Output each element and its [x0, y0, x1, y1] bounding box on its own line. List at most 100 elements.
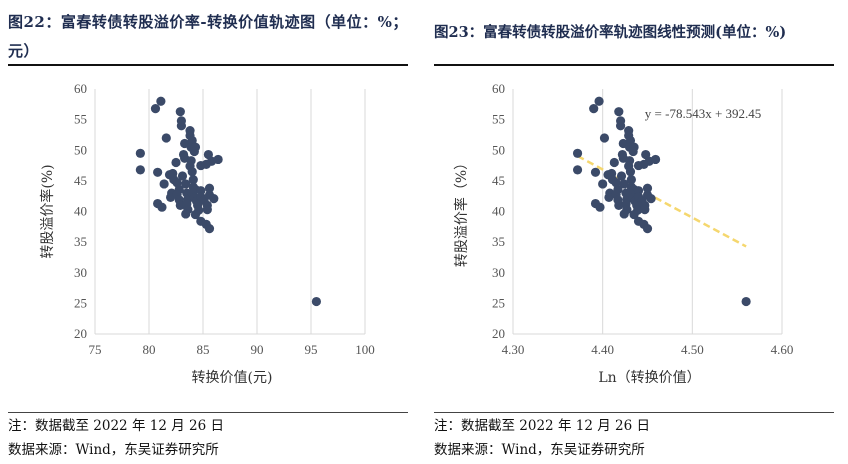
data-point — [168, 168, 178, 179]
y-tick-label: 60 — [74, 81, 87, 96]
x-tick-label: 4.30 — [502, 342, 525, 357]
data-point — [616, 171, 627, 181]
x-tick-label: 85 — [197, 342, 210, 357]
data-point — [187, 167, 197, 177]
figure-22-note: 注：数据截至 2022 年 12 月 26 日 — [8, 418, 224, 434]
y-tick-label: 20 — [492, 326, 505, 341]
data-point — [159, 179, 169, 189]
y-axis-title: 转股溢价率(%) — [39, 164, 56, 258]
data-point — [625, 135, 636, 146]
y-tick-label: 50 — [74, 142, 87, 157]
x-tick-label: 4.40 — [591, 342, 614, 357]
data-point — [176, 116, 186, 126]
data-point — [135, 148, 145, 158]
data-point — [641, 149, 651, 160]
data-point — [157, 202, 167, 212]
x-tick-label: 75 — [89, 342, 102, 357]
figure-23-panel: 图23：富春转债转股溢价率轨迹图线性预测(单位：%) 4.30 4.40 4.50 4… — [426, 0, 836, 464]
data-point — [181, 209, 191, 219]
title-rule — [434, 64, 834, 66]
data-point — [181, 179, 191, 189]
y-tick-label: 35 — [74, 234, 87, 249]
y-tick-label: 30 — [492, 265, 505, 280]
y-axis-title: 转股溢价率（%） — [453, 156, 470, 267]
figure-23-source: 数据来源：Wind，东吴证券研究所 — [434, 442, 645, 458]
y-tick-label: 35 — [492, 234, 505, 249]
data-point — [650, 154, 661, 165]
x-axis-title: 转换价值(元) — [192, 369, 273, 386]
x-tick-label: 95 — [305, 342, 318, 357]
data-point — [153, 167, 163, 177]
y-tick-label: 30 — [74, 265, 87, 280]
data-point — [209, 194, 219, 204]
y-tick-label: 45 — [492, 173, 505, 188]
y-tick-label: 40 — [492, 204, 505, 219]
data-point — [204, 224, 215, 234]
data-point — [204, 183, 215, 193]
figure-23-title: 图23：富春转债转股溢价率轨迹图线性预测(单位：%) — [434, 24, 787, 41]
data-point — [201, 159, 211, 169]
data-point — [150, 104, 161, 114]
x-tick-label: 4.50 — [681, 342, 704, 357]
data-point — [642, 183, 653, 193]
data-point — [609, 157, 619, 168]
data-point — [642, 224, 653, 234]
data-point — [572, 148, 583, 158]
data-point — [639, 159, 649, 169]
y-tick-label: 25 — [74, 295, 87, 310]
data-point — [572, 165, 583, 175]
data-point — [311, 296, 321, 307]
data-point — [599, 133, 610, 143]
y-tick-label: 55 — [492, 112, 505, 127]
data-point — [607, 168, 617, 179]
data-point — [619, 209, 629, 219]
trendline-equation: y = -78.543x + 392.45 — [645, 106, 762, 121]
data-point — [156, 96, 166, 106]
figure-23-scatter-chart: 4.30 4.40 4.50 4.60 20 25 30 35 40 45 50 55 60 y = -7… — [453, 81, 794, 386]
data-point — [177, 171, 188, 181]
y-tick-label: 20 — [74, 326, 87, 341]
data-point — [188, 175, 198, 185]
data-point — [595, 202, 605, 212]
data-point — [202, 205, 212, 215]
note-rule — [8, 412, 408, 413]
x-tick-label: 90 — [251, 342, 264, 357]
data-point — [594, 96, 604, 106]
data-point — [628, 146, 638, 157]
data-point — [589, 104, 599, 114]
note-rule — [434, 412, 834, 413]
figure-23-note: 注：数据截至 2022 年 12 月 26 日 — [434, 418, 650, 434]
x-tick-label: 80 — [143, 342, 156, 357]
data-point — [626, 175, 636, 185]
figure-22-panel: 图22：富春转债转股溢价率-转换价值轨迹图（单位：%；元） 75 80 85 90 95… — [0, 0, 410, 464]
data-point — [640, 205, 650, 215]
figure-22-title: 图22：富春转债转股溢价率-转换价值轨迹图（单位：%；元） — [8, 13, 408, 60]
y-tick-label: 40 — [74, 204, 87, 219]
data-point — [614, 107, 624, 117]
data-point — [598, 179, 608, 189]
figure-22-scatter-chart: 75 80 85 90 95 100 20 25 30 35 40 45 50 55 60 转换价值(元) 转股… — [39, 81, 375, 386]
data-point — [175, 107, 185, 117]
data-point — [189, 146, 199, 157]
data-point — [135, 165, 145, 175]
y-tick-label: 25 — [492, 295, 505, 310]
data-point — [629, 209, 639, 220]
y-tick-label: 45 — [74, 173, 87, 188]
data-point — [616, 116, 626, 126]
figure-22-source: 数据来源：Wind，东吴证券研究所 — [8, 442, 219, 458]
y-tick-label: 50 — [492, 142, 505, 157]
y-tick-label: 55 — [74, 112, 87, 127]
title-rule — [8, 64, 408, 66]
data-point — [625, 167, 636, 177]
y-tick-label: 60 — [492, 81, 505, 96]
trendline — [576, 154, 747, 248]
data-point — [161, 133, 171, 143]
data-point — [619, 179, 629, 189]
data-point — [614, 200, 624, 210]
x-tick-label: 4.60 — [771, 342, 794, 357]
x-axis-title: Ln（转换价值） — [598, 369, 700, 386]
data-point — [190, 209, 201, 220]
data-point — [741, 296, 751, 307]
data-point — [604, 192, 614, 203]
data-point — [590, 167, 601, 177]
